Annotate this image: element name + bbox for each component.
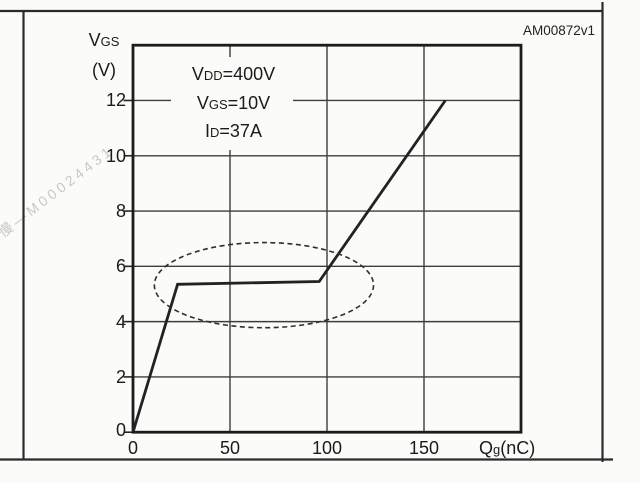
condition-value: =10V — [227, 92, 271, 113]
condition-line-vgs: VGS=10V — [161, 90, 306, 119]
x-axis-unit: (nC) — [500, 438, 536, 458]
condition-subscript: D — [210, 125, 220, 140]
condition-line-id: ID=37A — [161, 118, 306, 147]
y-tick-label-0: 0 — [115, 420, 126, 440]
y-axis-title: VGS (V) — [80, 26, 128, 84]
plot-area — [123, 43, 523, 434]
y-axis-subscript: GS — [100, 34, 120, 49]
test-conditions: VDD=400V VGS=10V ID=37A — [161, 61, 306, 147]
y-axis-unit: (V) — [92, 60, 116, 80]
condition-symbol: V — [196, 92, 209, 113]
x-tick-label-100: 100 — [311, 438, 343, 458]
x-axis-symbol: Q — [479, 438, 494, 458]
test-conditions-background — [171, 57, 293, 150]
x-axis-subscript: g — [493, 442, 501, 457]
plot-border — [131, 43, 523, 434]
miller-plateau-highlight-ellipse — [153, 241, 375, 329]
outer-frame — [0, 2, 613, 462]
y-tick-label-2: 2 — [115, 367, 126, 387]
x-tick-label-150: 150 — [408, 438, 440, 458]
gate-charge-curve — [131, 99, 447, 433]
y-tick-label-12: 12 — [105, 90, 126, 110]
figure-reference-code: AM00872v1 — [522, 23, 595, 38]
condition-value: =37A — [219, 121, 262, 141]
condition-subscript: DD — [203, 68, 223, 83]
condition-line-vdd: VDD=400V — [161, 61, 306, 90]
y-tick-label-10: 10 — [105, 146, 126, 166]
y-axis-title-symbol-line: VGS — [80, 26, 128, 56]
y-tick-label-6: 6 — [115, 256, 126, 276]
condition-value: =400V — [222, 64, 276, 84]
condition-symbol: I — [205, 121, 211, 141]
condition-subscript: GS — [208, 96, 228, 112]
x-axis-title: Qg(nC) — [479, 438, 535, 458]
condition-symbol: V — [191, 64, 204, 84]
y-tick-label-4: 4 — [115, 312, 126, 332]
y-tick-label-8: 8 — [115, 201, 126, 221]
x-tick-label-50: 50 — [219, 438, 241, 458]
x-tick-label-0: 0 — [127, 438, 138, 458]
y-axis-symbol: V — [88, 30, 101, 50]
